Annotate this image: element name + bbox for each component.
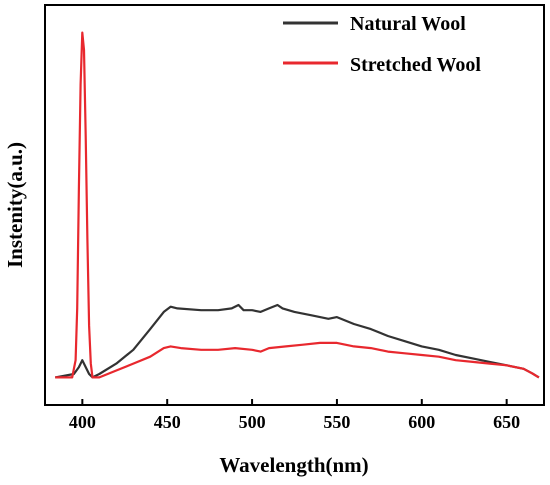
x-tick-label: 400	[69, 412, 96, 432]
x-axis-title: Wavelength(nm)	[219, 453, 368, 477]
x-tick-label: 600	[408, 412, 435, 432]
series-lines	[55, 31, 540, 379]
series-line-stretched-wool	[55, 31, 540, 379]
x-axis-ticks: 400 450 500 550 600 650	[69, 399, 520, 432]
plot-frame	[44, 4, 545, 406]
x-tick-label: 450	[154, 412, 181, 432]
y-axis-title: Instenity(a.u.)	[3, 142, 27, 268]
legend-label-natural-wool: Natural Wool	[350, 13, 466, 35]
series-line-natural-wool	[55, 303, 540, 379]
x-tick-label: 550	[323, 412, 350, 432]
x-tick-label: 650	[493, 412, 520, 432]
x-tick-label: 500	[239, 412, 266, 432]
legend: Natural Wool Stretched Wool	[283, 13, 481, 76]
legend-label-stretched-wool: Stretched Wool	[350, 54, 481, 76]
